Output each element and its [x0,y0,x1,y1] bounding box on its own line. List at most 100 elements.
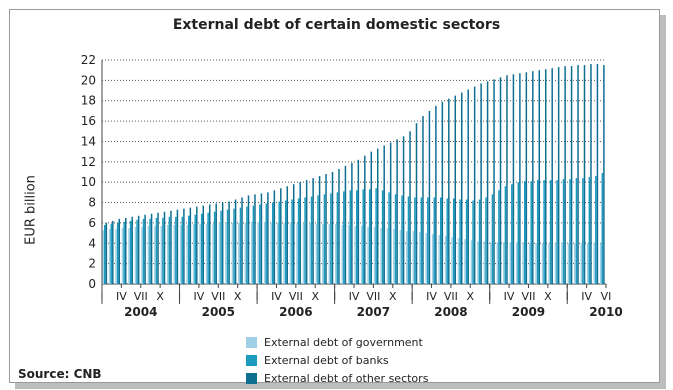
y-tick-label: 6 [88,216,96,230]
bar [583,65,586,284]
bar [383,145,385,284]
x-tick-label: VII [444,290,458,303]
bar [473,86,476,284]
bar [284,200,287,284]
bar [580,243,583,284]
bar [480,83,482,284]
y-tick-label: 16 [81,114,96,128]
bar [246,206,248,284]
bar [493,79,495,284]
year-label: 2008 [434,305,467,319]
bar [322,223,324,284]
bar [330,193,332,284]
bar [454,95,457,284]
bar [189,207,192,284]
bar [286,186,289,284]
x-tick-label: IV [349,290,360,303]
x-tick-label: VII [366,290,380,303]
bar [102,230,104,284]
bar [302,222,305,284]
bar [441,101,444,284]
bar [251,221,253,284]
bar [431,234,434,284]
bar [173,224,175,284]
bar [188,215,190,284]
bar [112,220,114,284]
bar [435,105,437,284]
bar [498,190,500,284]
bar [123,221,125,284]
bar [486,81,489,284]
bar [485,197,487,284]
x-tick-label: X [389,290,397,303]
bar [137,215,140,284]
bar [393,229,395,284]
bar [360,225,363,284]
bar [231,222,234,284]
year-label: 2009 [512,305,545,319]
y-tick-label: 2 [88,257,96,271]
bar [414,197,416,284]
bar [305,180,308,284]
bar [162,217,164,284]
bar [244,222,247,284]
bar [134,226,137,284]
bar [344,165,347,284]
x-tick-label: X [234,290,242,303]
bar [309,222,311,284]
x-tick-label: IV [116,290,127,303]
bar [105,222,108,284]
bar [427,197,429,284]
bar [131,216,133,284]
bar [575,178,578,284]
bar [402,136,405,284]
bar [141,226,143,284]
x-tick-label: X [467,290,475,303]
bar [522,242,524,284]
bar [504,186,507,284]
bar [263,221,266,284]
bar [457,238,460,284]
bar [551,68,553,285]
bar [267,192,269,284]
bar [233,208,235,284]
bar [375,188,377,284]
bar [595,176,597,284]
legend-swatch [246,336,257,348]
bar [115,229,117,284]
bar [129,220,132,284]
bar [142,218,145,284]
bar [299,182,301,284]
bar [194,214,196,284]
bar [218,222,221,284]
bar [155,217,158,284]
bar [389,142,392,284]
bar [512,74,515,284]
chart-legend: External debt of government External debt… [246,333,428,387]
y-tick-label: 4 [88,236,96,250]
x-tick-label: VII [289,290,303,303]
bar [254,194,256,284]
bar [448,98,450,284]
y-tick-label: 22 [81,53,96,67]
bar [394,194,397,284]
bar [221,202,224,284]
bar [157,212,159,284]
bar [239,207,242,284]
bar [276,222,279,284]
bar [532,71,534,284]
bar [440,197,442,284]
bar [536,180,539,284]
bar [541,243,544,284]
bar [160,225,163,284]
bar [341,224,343,284]
bar [336,192,339,284]
bar [544,69,547,284]
bar [543,180,545,284]
bar [186,224,188,284]
bar [200,213,203,284]
bar [108,229,111,284]
bar [593,243,595,284]
bar [291,199,293,284]
